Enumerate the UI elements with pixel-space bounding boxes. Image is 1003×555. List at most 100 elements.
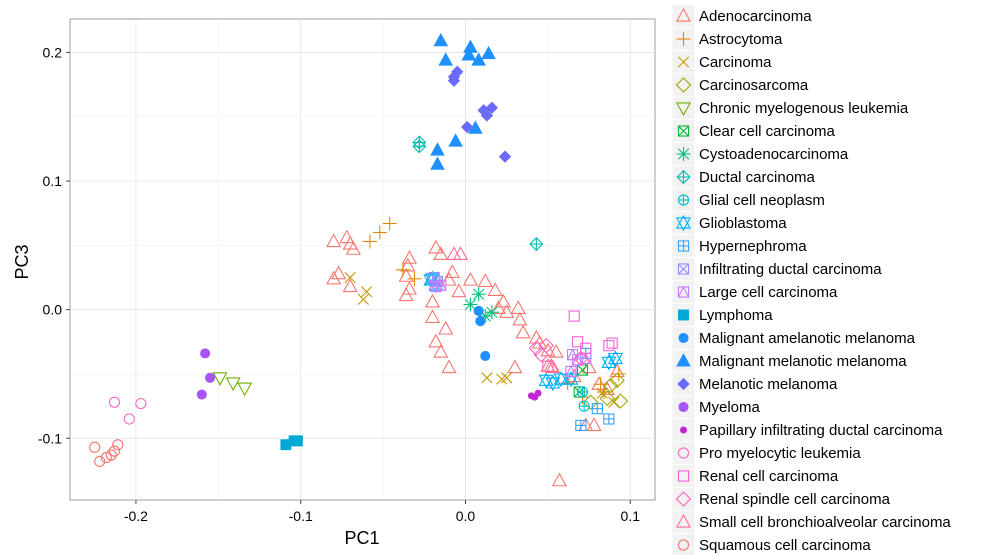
data-point	[568, 310, 580, 322]
data-point	[89, 441, 101, 453]
x-tick-label: -0.1	[289, 508, 313, 524]
data-point	[342, 278, 358, 293]
data-point	[586, 417, 602, 431]
legend-label: Lymphoma	[699, 307, 773, 324]
axis-ticks: -0.2 -0.1 0.0 0.1 -0.1 0.0 0.1 0.2	[38, 44, 640, 524]
legend-marker-icon	[678, 309, 689, 321]
data-point	[565, 365, 577, 377]
legend-marker-icon	[677, 194, 690, 206]
x-axis-label: PC1	[344, 528, 379, 548]
data-point	[395, 262, 410, 277]
legend-label: Pro myelocytic leukemia	[699, 445, 861, 462]
data-point	[538, 337, 555, 354]
data-point	[553, 370, 569, 388]
data-point	[578, 400, 590, 412]
legend-marker-icon	[677, 285, 690, 298]
data-point	[105, 449, 117, 461]
data-point	[461, 47, 477, 61]
data-point	[463, 39, 478, 53]
grid-lines	[70, 19, 655, 500]
data-point	[428, 333, 444, 348]
data-point	[582, 394, 599, 411]
data-point	[475, 316, 486, 327]
data-point	[123, 413, 135, 425]
legend-marker-icon	[675, 513, 692, 528]
data-point	[480, 350, 491, 361]
legend-marker-icon	[680, 426, 687, 434]
legend-marker-icon	[677, 447, 690, 459]
data-point	[601, 354, 617, 371]
data-point	[498, 150, 512, 163]
legend-label: Clear cell carcinoma	[699, 123, 836, 140]
data-point	[481, 45, 496, 60]
legend-marker-icon	[676, 147, 691, 161]
legend-label: Hypernephroma	[699, 238, 807, 255]
data-point	[433, 343, 449, 358]
data-point	[200, 348, 211, 359]
data-point	[424, 293, 441, 308]
legend-label: Malignant melanotic melanoma	[699, 353, 907, 370]
data-point	[477, 273, 493, 287]
data-point	[602, 377, 619, 394]
data-points	[89, 33, 629, 487]
data-point	[428, 239, 444, 254]
data-point	[611, 366, 626, 381]
data-point	[196, 389, 207, 400]
data-point	[507, 359, 523, 374]
legend-key-box	[671, 487, 696, 511]
data-point	[612, 393, 629, 409]
data-point	[441, 271, 457, 286]
data-point	[345, 241, 362, 255]
legend-label: Melanotic melanoma	[699, 376, 838, 393]
data-point	[452, 246, 469, 260]
data-point	[471, 52, 487, 66]
data-point	[580, 342, 592, 354]
data-point	[400, 257, 416, 272]
data-point	[451, 283, 467, 298]
data-point	[291, 435, 303, 447]
data-point	[606, 337, 618, 349]
legend-marker-icon	[678, 401, 689, 413]
legend-marker-icon	[675, 491, 692, 507]
y-tick-label: 0.1	[43, 173, 63, 189]
legend-label: Malignant amelanotic melanoma	[699, 330, 916, 347]
legend-label: Small cell bronchioalveolar carcinoma	[699, 514, 951, 531]
data-point	[112, 439, 124, 451]
legend-label: Squamous cell carcinoma	[699, 537, 871, 554]
data-point	[407, 271, 422, 286]
data-point	[528, 340, 545, 357]
legend-label: Large cell carcinoma	[699, 284, 838, 301]
data-point	[326, 233, 342, 248]
data-point	[438, 52, 454, 66]
data-point	[448, 133, 463, 147]
data-point	[108, 445, 121, 457]
x-tick-label: 0.0	[456, 508, 476, 524]
data-point	[487, 282, 503, 296]
data-point	[463, 297, 478, 312]
legend-marker-icon	[676, 32, 691, 46]
legend-marker-icon	[675, 102, 692, 117]
legend-marker-icon	[676, 169, 691, 185]
y-axis-label: PC3	[12, 244, 32, 279]
legend-key-box	[671, 73, 696, 97]
data-point	[510, 300, 526, 314]
legend-marker-icon	[675, 7, 692, 22]
data-point	[433, 33, 449, 47]
data-point	[441, 359, 457, 374]
data-point	[237, 382, 253, 397]
legend-marker-icon	[678, 332, 689, 344]
data-point	[531, 393, 539, 401]
y-tick-label: 0.0	[43, 302, 63, 318]
data-point	[108, 396, 121, 408]
data-point	[372, 225, 387, 240]
data-point	[529, 236, 544, 252]
data-point	[608, 396, 620, 408]
legend-marker-icon	[677, 56, 690, 68]
data-point	[362, 234, 377, 249]
legend-label: Adenocarcinoma	[699, 8, 812, 25]
data-point	[344, 271, 356, 284]
legend-key-box	[671, 441, 696, 465]
data-point	[596, 387, 608, 399]
legend-label: Myeloma	[699, 399, 761, 416]
